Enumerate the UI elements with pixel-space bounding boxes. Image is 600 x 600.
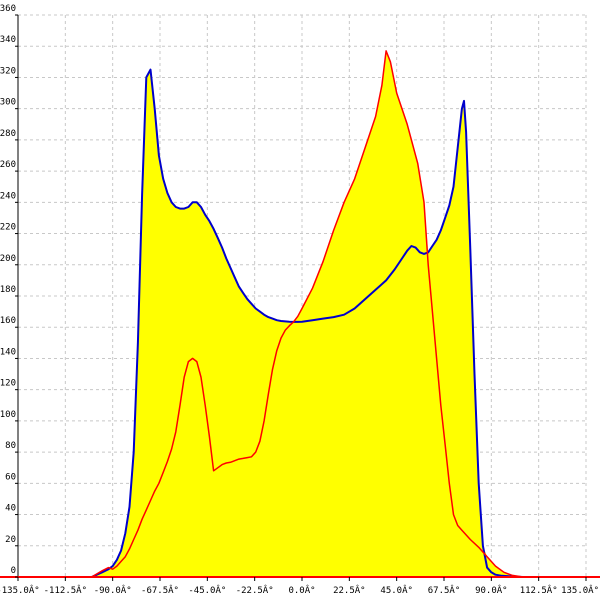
y-tick-label: 280 (0, 129, 16, 139)
y-tick-label: 300 (0, 98, 16, 108)
axes (0, 14, 600, 581)
y-tick-label: 60 (5, 472, 16, 482)
x-tick-label: 112.5Â° (520, 584, 558, 596)
x-tick-label: -45.0Â° (188, 584, 226, 596)
y-tick-label: 120 (0, 379, 16, 389)
y-tick-label: 320 (0, 66, 16, 76)
x-tick-label: -112.5Â° (44, 584, 87, 596)
y-tick-label: 20 (5, 535, 16, 545)
series-line-blue (91, 68, 523, 578)
y-tick-label: 40 (5, 504, 16, 514)
x-tick-label: 0.0Â° (288, 584, 315, 596)
y-tick-label: 240 (0, 191, 16, 201)
y-tick-label: 340 (0, 35, 16, 45)
y-tick-label: 140 (0, 347, 16, 357)
area-fill-layer (91, 50, 523, 577)
x-tick-label: 90.0Â° (475, 584, 508, 596)
x-tick-label: 67.5Â° (428, 584, 461, 596)
x-tick-label: -135.0Â° (0, 584, 40, 596)
tick-labels: 0 20 40 60 80 100 120 140 160 180 200 220 240 260 280 3… (0, 4, 599, 596)
series-line-red (91, 50, 524, 578)
y-tick-label: 220 (0, 223, 16, 233)
y-tick-label: 160 (0, 316, 16, 326)
y-tick-label: 100 (0, 410, 16, 420)
y-tick-label: 200 (0, 254, 16, 264)
x-tick-label: -90.0Â° (94, 584, 132, 596)
x-tick-label: 22.5Â° (333, 584, 366, 596)
x-tick-label: 135.0Â° (561, 584, 599, 596)
y-tick-label: 180 (0, 285, 16, 295)
y-tick-label: 260 (0, 160, 16, 170)
y-tick-label: 0 (11, 566, 16, 576)
y-tick-label: 360 (0, 4, 16, 14)
x-tick-label: 45.0Â° (380, 584, 413, 596)
y-tick-label: 80 (5, 441, 16, 451)
x-tick-label: -22.5Â° (236, 584, 274, 596)
series-layer (91, 50, 524, 578)
x-tick-label: -67.5Â° (141, 584, 179, 596)
area-fill (91, 50, 523, 577)
